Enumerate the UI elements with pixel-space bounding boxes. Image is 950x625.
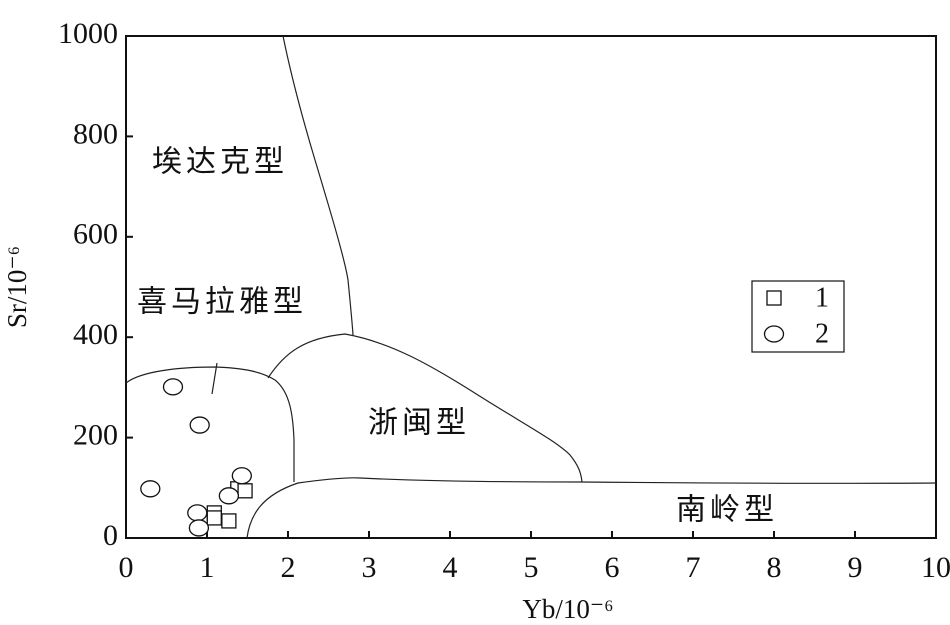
x-tick-label: 8 (767, 551, 782, 584)
data-point (237, 483, 253, 499)
region-label: 南岭型 (676, 493, 778, 528)
y-tick-label: 0 (103, 519, 118, 552)
region-boundaries (125, 35, 937, 539)
x-tick-label: 5 (524, 551, 539, 584)
data-point (221, 513, 237, 529)
adakite-boundary (282, 35, 354, 336)
legend-box (751, 280, 845, 353)
data-point (162, 378, 184, 396)
x-tick-label: 3 (362, 551, 377, 584)
x-tick-label: 10 (921, 551, 950, 584)
data-point (206, 510, 222, 526)
y-tick-label: 1000 (58, 17, 118, 50)
region-label: 喜马拉雅型 (137, 285, 307, 320)
x-tick-label: 1 (200, 551, 215, 584)
y-tick-label: 400 (73, 318, 118, 351)
legend-marker (763, 325, 785, 343)
himalaya-boundary (125, 366, 295, 482)
x-tick-label: 4 (443, 551, 458, 584)
x-tick-label: 9 (848, 551, 863, 584)
x-tick-label: 7 (686, 551, 701, 584)
data-point (188, 519, 210, 537)
y-tick-label: 200 (73, 418, 118, 451)
legend-marker (766, 290, 782, 306)
region-label: 浙闽型 (368, 406, 470, 441)
legend-label: 2 (815, 318, 829, 349)
x-tick-label: 0 (119, 551, 134, 584)
y-tick-label: 800 (73, 117, 118, 150)
x-tick-label: 2 (281, 551, 296, 584)
data-point (218, 487, 240, 505)
legend-label: 1 (815, 282, 829, 313)
y-axis-title: Sr/10⁻⁶ (2, 246, 32, 328)
x-axis-title: Yb/10⁻⁶ (522, 594, 613, 624)
zhemin-boundary (267, 333, 583, 483)
nanling-boundary (246, 477, 937, 539)
region-label: 埃达克型 (152, 145, 288, 180)
data-point (140, 480, 161, 498)
label-pointer (211, 362, 218, 395)
data-point (231, 467, 252, 485)
data-point (187, 504, 208, 522)
data-point (189, 416, 210, 434)
y-tick-label: 600 (73, 218, 118, 251)
x-tick-label: 6 (605, 551, 620, 584)
